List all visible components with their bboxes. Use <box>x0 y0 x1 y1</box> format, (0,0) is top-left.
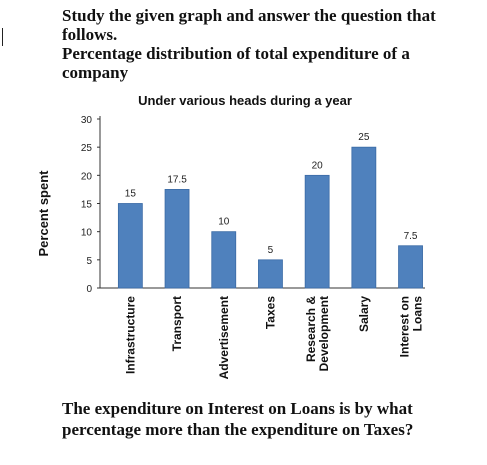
category-label: Interest on <box>398 296 412 357</box>
chart-container: Under various heads during a year Percent… <box>0 90 487 395</box>
question-text: The expenditure on Interest on Loans is … <box>62 399 414 439</box>
y-tick-label: 0 <box>86 284 92 295</box>
y-tick-label: 20 <box>81 171 93 182</box>
instruction-text: Study the given graph and answer the que… <box>62 6 436 44</box>
y-tick-label: 10 <box>81 228 93 239</box>
category-label: Taxes <box>263 296 277 329</box>
category-label: Research & <box>304 296 318 362</box>
bar-value-label: 20 <box>312 160 324 171</box>
bar <box>351 146 377 289</box>
chart-title: Under various heads during a year <box>138 93 352 108</box>
bar-chart: Under various heads during a year Percent… <box>36 93 425 379</box>
bar-value-label: 15 <box>125 189 137 200</box>
y-axis-label: Percent spent <box>36 170 51 257</box>
bar <box>164 189 190 289</box>
bar-value-label: 7.5 <box>404 231 418 242</box>
bar <box>398 245 423 289</box>
y-tick-label: 15 <box>81 200 93 211</box>
category-label: Development <box>317 296 331 371</box>
chart-caption: Percentage distribution of total expendi… <box>62 44 410 82</box>
y-tick-label: 25 <box>81 143 93 154</box>
bar <box>211 231 237 289</box>
intro-text: Study the given graph and answer the que… <box>62 6 472 82</box>
bar-value-label: 25 <box>358 132 370 143</box>
bar <box>258 259 283 289</box>
category-label: Salary <box>357 296 371 332</box>
category-label: Loans <box>411 296 425 332</box>
left-border-line <box>2 28 3 46</box>
y-tick-label: 30 <box>81 115 93 126</box>
bar-value-label: 17.5 <box>167 174 187 185</box>
category-label: Infrastructure <box>123 296 137 374</box>
category-label: Transport <box>170 296 184 351</box>
bar-value-label: 5 <box>268 245 274 256</box>
bar-value-label: 10 <box>218 217 230 228</box>
y-tick-label: 5 <box>86 256 92 267</box>
bar <box>117 203 143 289</box>
bar <box>304 174 330 289</box>
category-label: Advertisement <box>217 296 231 379</box>
